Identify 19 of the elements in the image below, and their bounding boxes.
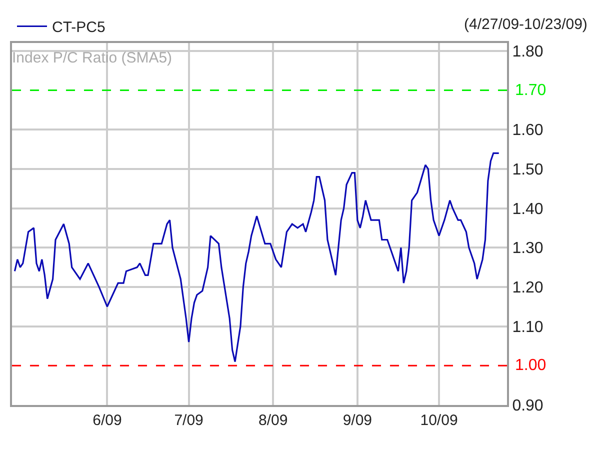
text: Index P/C Ratio (SMA5) (12, 50, 172, 67)
x-tick-label: 7/09 (174, 412, 204, 429)
x-tick-label: 6/09 (92, 412, 122, 429)
y-tick-label: 1.10 (512, 318, 544, 336)
y-tick-label: 1.40 (512, 200, 544, 218)
x-tick-label: 10/09 (420, 412, 458, 429)
ref-line-label: 1.70 (515, 82, 546, 99)
ref-line-label: 1.00 (515, 357, 546, 374)
y-tick-label: 1.50 (512, 162, 544, 179)
x-tick-label: 9/09 (342, 412, 372, 429)
y-tick-label: 0.90 (512, 398, 544, 415)
y-tick-label: 1.80 (512, 43, 544, 60)
y-tick-label: 1.60 (512, 122, 544, 140)
y-tick-label: 1.30 (512, 240, 544, 258)
line-series (14, 152, 500, 363)
x-tick-label: 8/09 (258, 412, 288, 429)
y-tick-label: 1.20 (512, 280, 544, 297)
legend-label: CT-PC5 (52, 19, 106, 36)
chart-subtitle: (4/27/09-10/23/09) (464, 16, 588, 33)
